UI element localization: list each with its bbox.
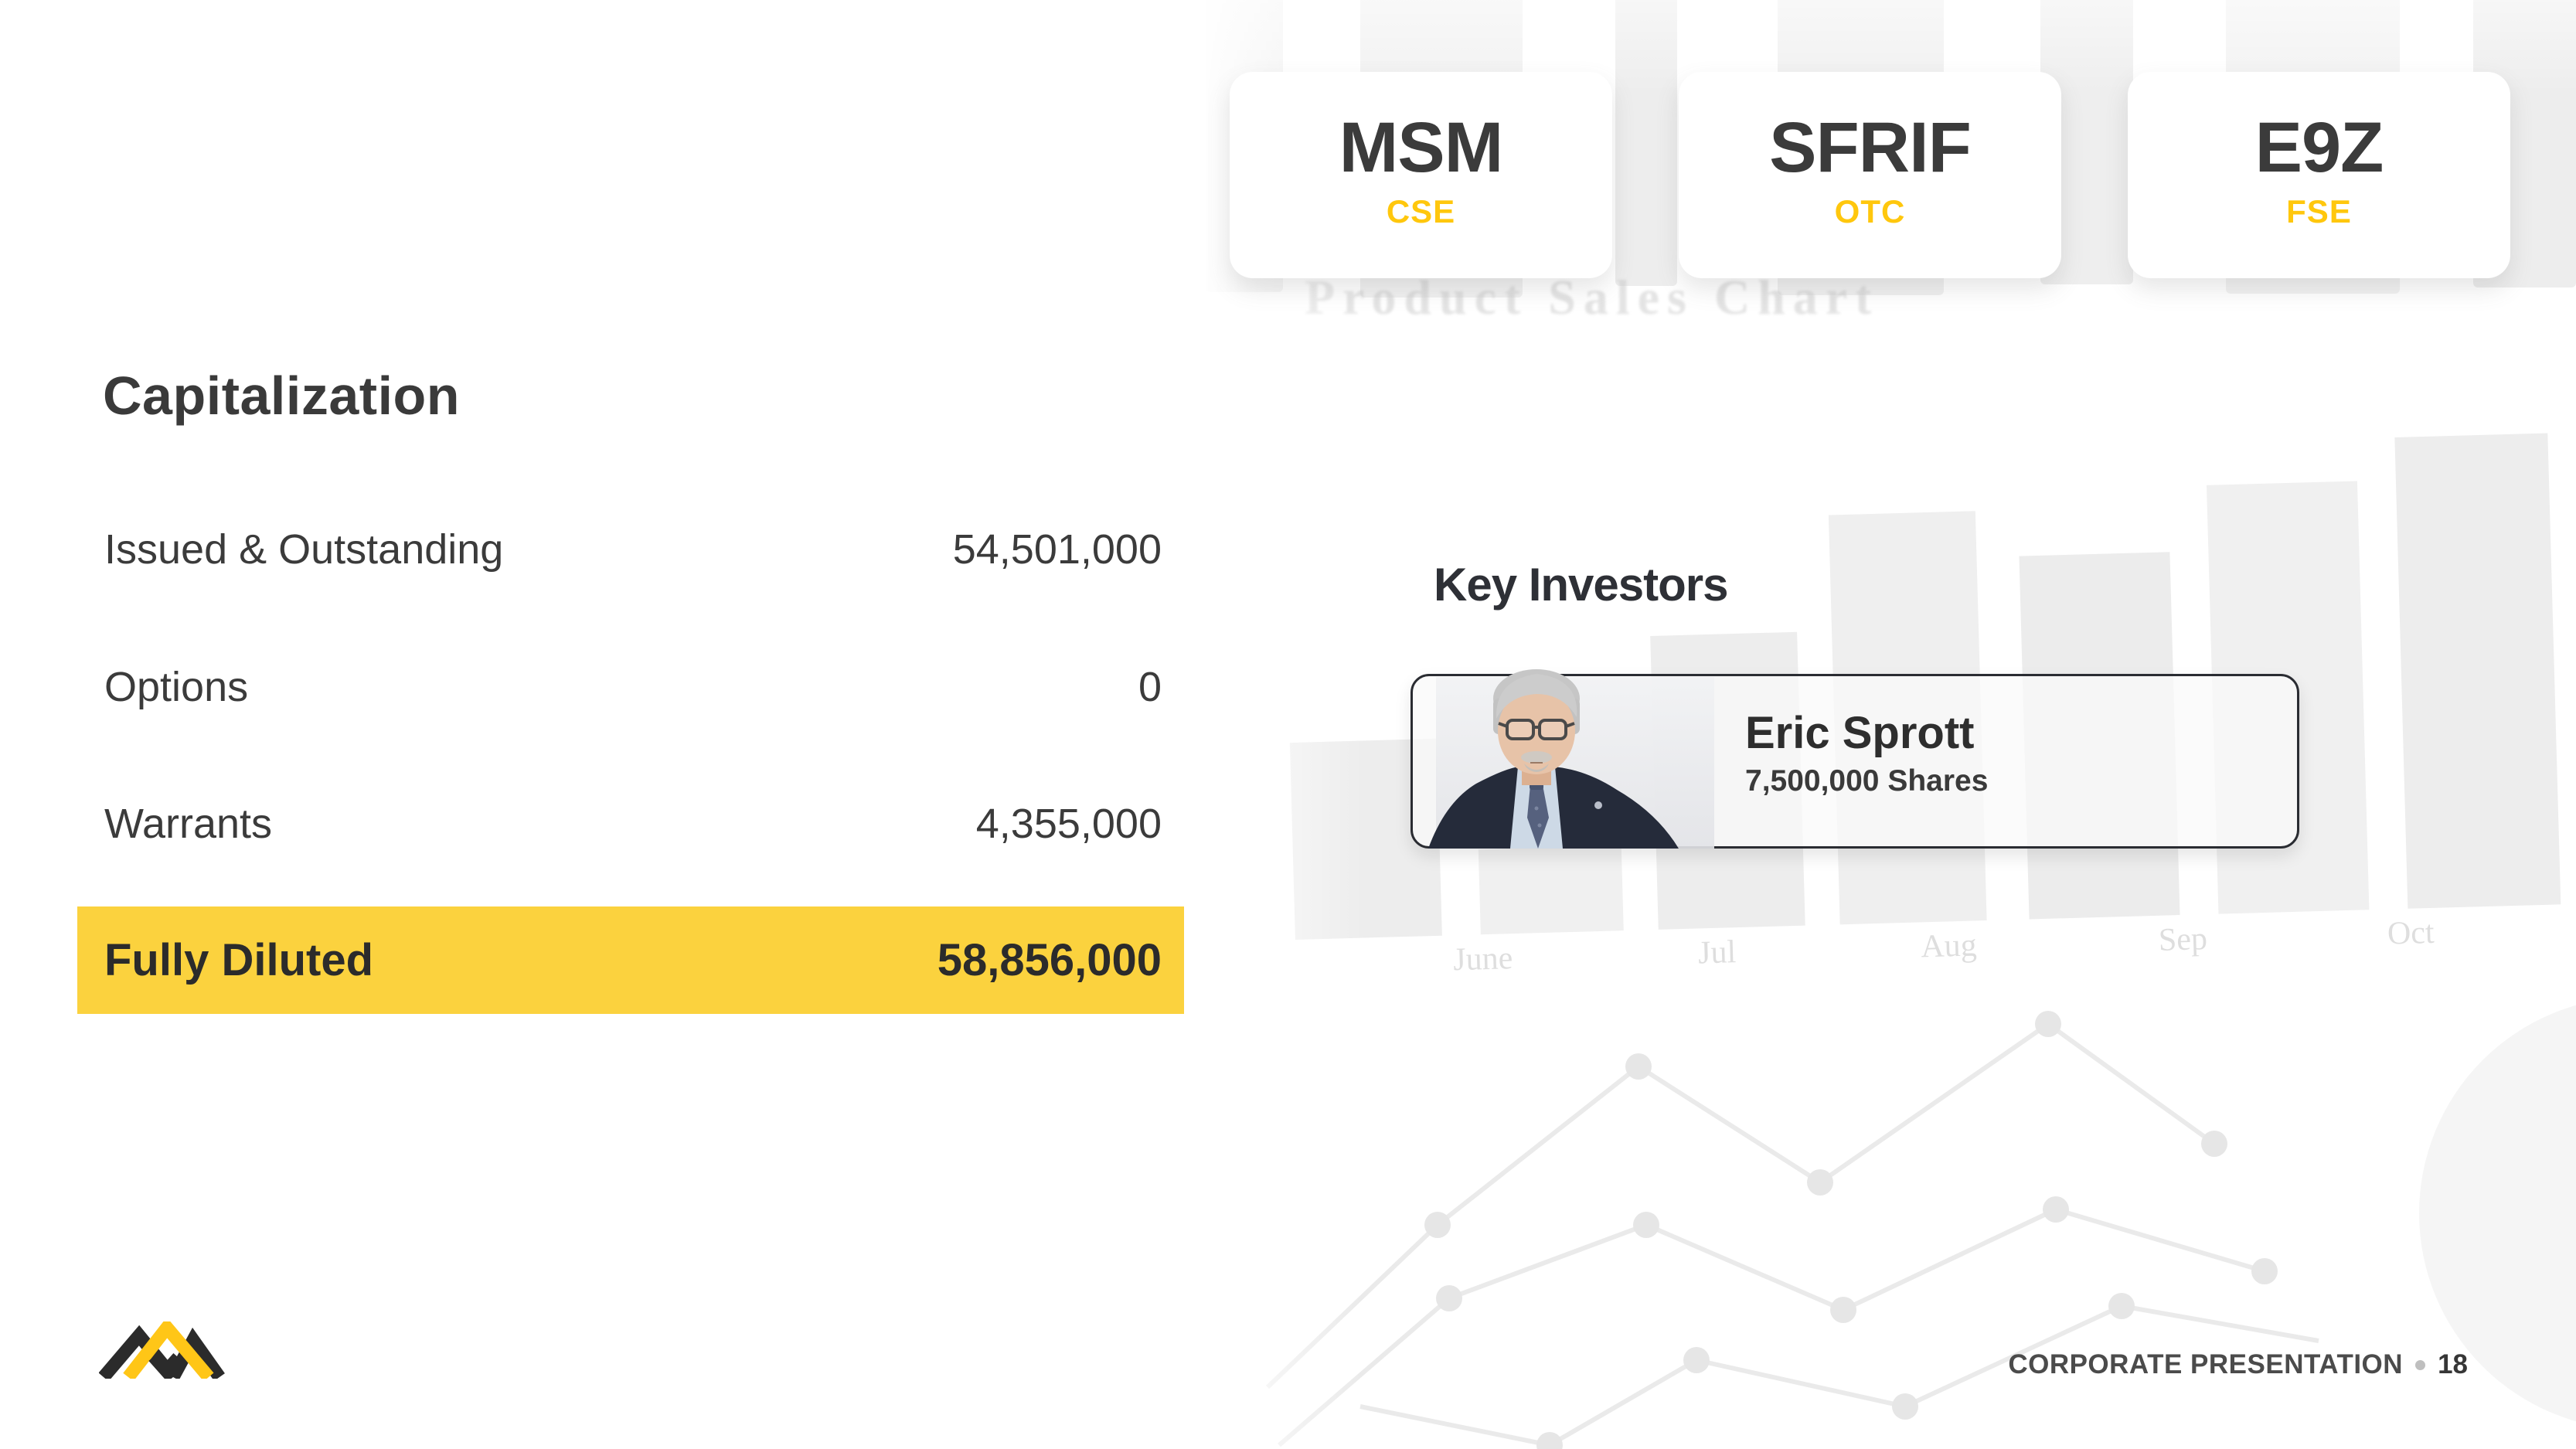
ticker-exchange: OTC (1834, 193, 1906, 230)
ticker-exchange: FSE (2286, 193, 2352, 230)
cap-row-label: Issued & Outstanding (104, 526, 504, 573)
section-title-capitalization: Capitalization (103, 366, 461, 426)
footer-label: CORPORATE PRESENTATION (2008, 1349, 2404, 1379)
footer-page-number: 18 (2438, 1349, 2468, 1379)
bg-month-label: Aug (1920, 927, 1978, 965)
investor-photo (1422, 654, 1727, 849)
cap-row-options: Options 0 (104, 663, 1162, 711)
ticker-card-msm: MSM CSE (1230, 72, 1612, 278)
cap-row-warrants: Warrants 4,355,000 (104, 800, 1162, 848)
ticker-exchange: CSE (1386, 193, 1456, 230)
bg-line-chart (1265, 1011, 2319, 1449)
bg-bar (2394, 433, 2561, 909)
cap-row-label: Warrants (104, 801, 273, 847)
cap-row-label: Options (104, 664, 249, 710)
footer: CORPORATE PRESENTATION 18 (2008, 1349, 2468, 1380)
cap-row-value: 54,501,000 (952, 526, 1162, 573)
company-logo (98, 1317, 229, 1383)
bg-month-label: Jul (1697, 934, 1737, 971)
cap-row-label: Fully Diluted (104, 935, 373, 985)
ticker-card-sfrif: SFRIF OTC (1679, 72, 2061, 278)
investor-shares: 7,500,000 Shares (1745, 764, 1989, 798)
bg-watermark-text: Product Sales Chart (1305, 270, 1880, 325)
section-title-key-investors: Key Investors (1434, 559, 1729, 611)
bg-bar (1478, 845, 1624, 935)
bg-month-label: Sep (2158, 921, 2208, 958)
investor-name: Eric Sprott (1745, 708, 1975, 758)
cap-row-issued: Issued & Outstanding 54,501,000 (104, 526, 1162, 573)
bg-month-label: Oct (2387, 914, 2435, 952)
ticker-card-e9z: E9Z FSE (2128, 72, 2510, 278)
cap-row-value: 0 (1138, 664, 1162, 710)
footer-dot-icon (2415, 1359, 2426, 1370)
ticker-symbol: MSM (1339, 108, 1504, 187)
ticker-symbol: SFRIF (1769, 108, 1972, 187)
cap-row-value: 4,355,000 (975, 801, 1162, 847)
ticker-symbol: E9Z (2254, 108, 2384, 187)
cap-row-fully-diluted-highlight: Fully Diluted 58,856,000 (77, 906, 1184, 1014)
cap-row-value: 58,856,000 (937, 935, 1162, 985)
